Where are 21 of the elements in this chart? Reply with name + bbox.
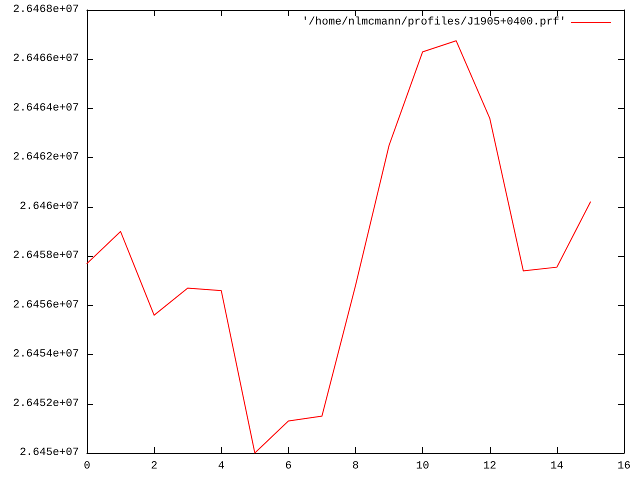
x-tick-label: 2	[150, 460, 158, 472]
x-tick-label: 12	[483, 460, 496, 472]
x-tick-label: 4	[218, 460, 225, 472]
y-tick-label: 2.6456e+07	[12, 299, 79, 312]
y-tick-label: 2.6466e+07	[12, 53, 79, 66]
x-tick-label: 6	[285, 460, 292, 472]
x-tick-label: 10	[416, 460, 430, 472]
y-tick-label: 2.6468e+07	[12, 4, 79, 16]
x-tick-label: 14	[550, 460, 564, 472]
x-tick-label: 16	[617, 460, 631, 472]
legend-label: '/home/nlmcmann/profiles/J1905+0400.prf'	[302, 16, 566, 28]
line-series	[86, 40, 591, 454]
y-tick-label: 2.6462e+07	[12, 152, 79, 164]
y-tick-label: 2.6452e+07	[12, 398, 79, 410]
y-tick-label: 2.645e+07	[20, 447, 79, 459]
y-tick-label: 2.646e+07	[20, 200, 79, 213]
y-tick-label: 2.6458e+07	[12, 250, 79, 262]
y-tick-label: 2.6454e+07	[12, 348, 79, 361]
x-tick-label: 8	[352, 460, 359, 472]
x-tick-label: 0	[84, 460, 90, 472]
y-tick-label: 2.6464e+07	[12, 102, 79, 114]
